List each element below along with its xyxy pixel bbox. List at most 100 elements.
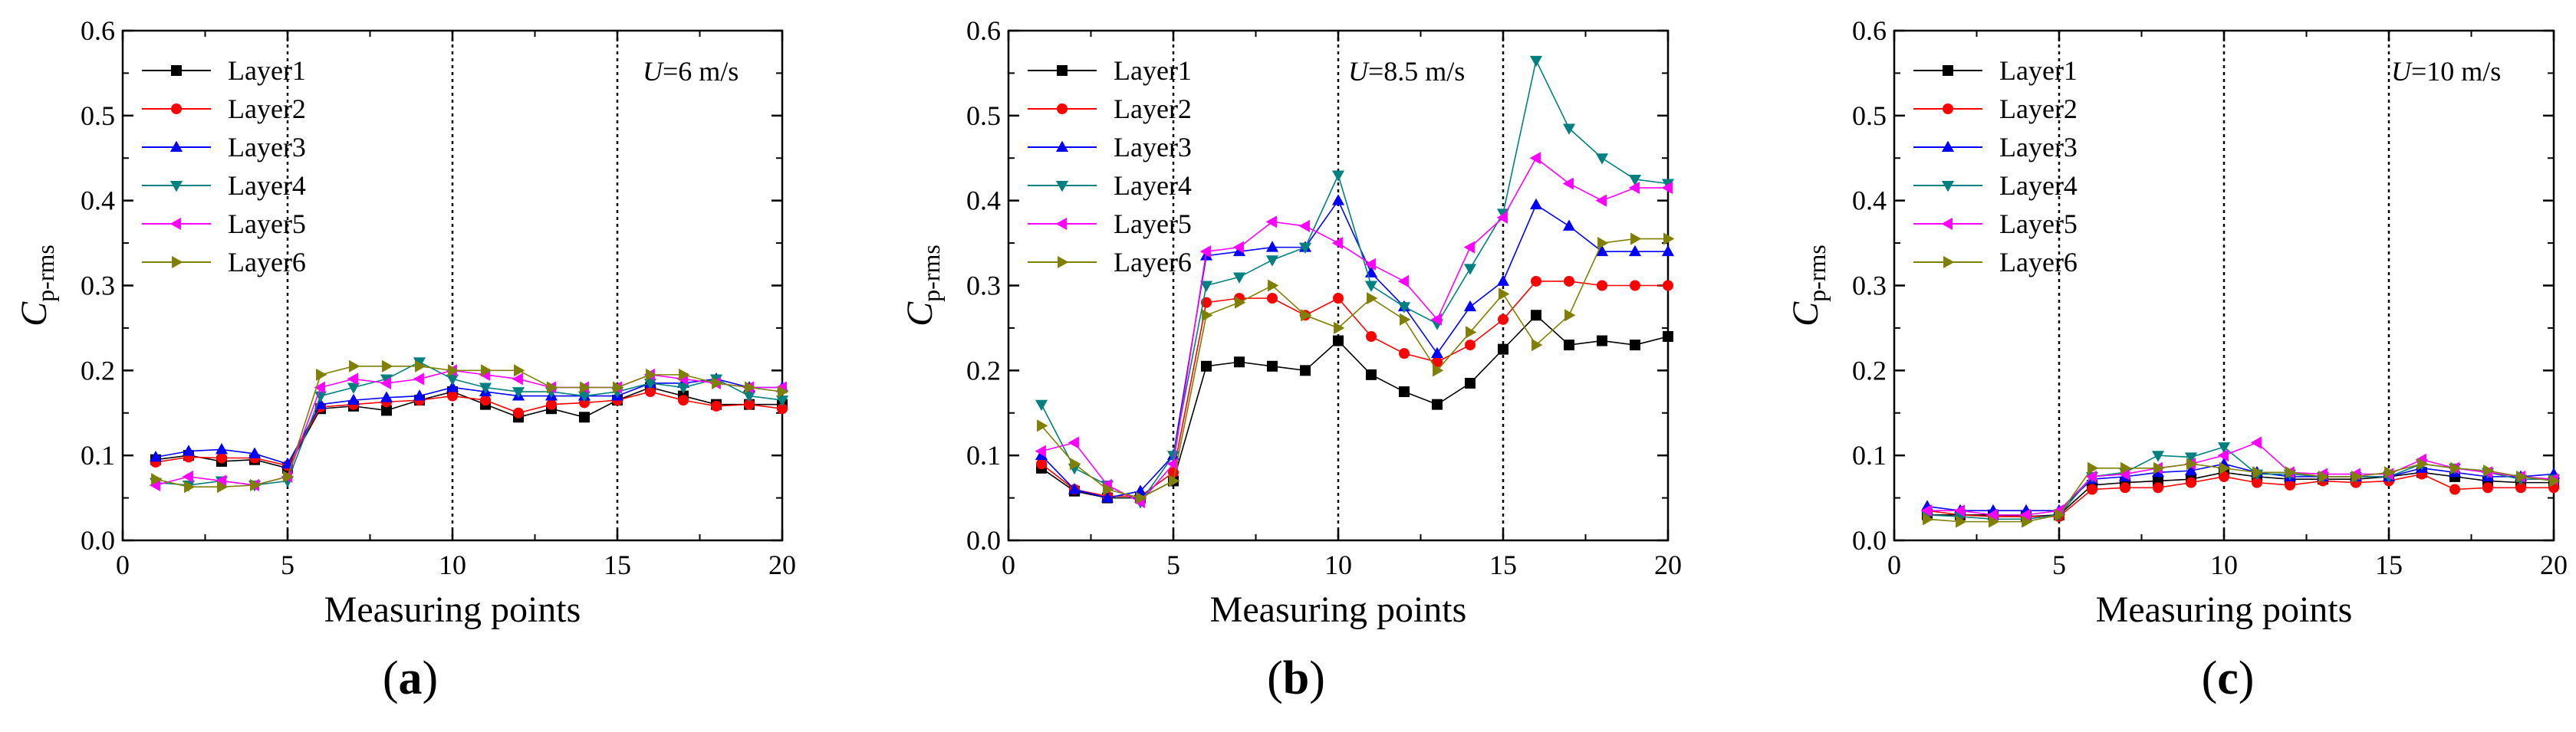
data-point [1232,241,1244,254]
data-point [1597,237,1609,250]
legend-marker [169,140,183,152]
y-axis-title: Cp-rms [14,245,59,327]
series-line [1041,238,1668,499]
data-point [1103,483,1114,496]
data-point [1529,152,1541,165]
panel-label-letter: b [1283,652,1309,704]
data-point [1920,504,1932,517]
data-point [480,395,491,406]
chart-panel-2: 0 5 10 15 20 0.0 0.1 0.2 0.3 0.4 0.5 0.6 Measuring p… [900,15,1682,630]
data-point [1465,340,1476,351]
legend-label: Layer3 [1114,132,1192,162]
data-point [1100,491,1114,503]
data-point [676,382,690,394]
y-tick-label: 0.6 [1852,15,1887,46]
data-point [2252,466,2264,479]
data-point [1399,386,1410,398]
series-layer2 [1922,468,2559,522]
data-point [1663,331,1673,342]
legend-marker [1941,140,1955,152]
x-tick-label: 5 [281,550,294,580]
data-point [1035,445,1046,458]
data-point [2217,449,2229,462]
legend-label: Layer1 [1114,55,1192,86]
data-point [1265,255,1279,267]
series-line [1926,463,2555,523]
data-point [1628,175,1642,186]
data-point [613,381,624,394]
panel-label: (a) [383,652,438,704]
legend-marker [169,217,181,231]
x-tick-label: 10 [2210,550,2238,580]
data-point [1267,360,1278,372]
data-point [1035,399,1048,412]
data-point [1465,377,1476,389]
data-point [314,381,325,394]
data-point [250,478,262,492]
data-point [1199,245,1211,258]
data-point [349,359,360,373]
wind-speed-label: U=8.5 m/s [1348,56,1465,87]
series-line [1041,157,1668,504]
data-point [1068,483,1081,494]
data-point [579,412,590,423]
legend-label: Layer6 [1999,247,2078,277]
legend-label: Layer5 [1999,208,2078,239]
y-tick-label: 0.4 [81,185,115,216]
data-point [481,364,492,377]
x-axis-title: Measuring points [1210,589,1467,630]
wind-speed-label: U=10 m/s [2391,56,2501,87]
y-tick-label: 0.5 [81,100,115,131]
data-point [182,445,196,456]
series-layer1 [1036,310,1673,504]
data-point [1595,153,1609,165]
data-point [742,391,756,402]
y-tick-label: 0.3 [966,271,1001,301]
data-point [1333,335,1344,346]
y-tick-label: 0.5 [966,100,1001,131]
legend-label: Layer2 [1114,94,1192,124]
panel-label-letter: a [399,652,423,704]
legend-marker [1941,217,1953,231]
legend-label: Layer1 [1999,55,2078,86]
data-point [1432,399,1443,410]
data-point [1663,280,1673,291]
series-line [1041,281,1668,497]
data-point [1331,194,1345,205]
wind-speed-value: =6 m/s [663,56,739,87]
legend-marker [1057,103,1068,114]
series-line [1926,446,2554,520]
data-point [2118,468,2130,481]
data-point [1663,232,1675,245]
data-point [2087,484,2097,495]
data-point [1430,346,1444,359]
y-tick-label: 0.4 [1852,185,1887,216]
series-layer1 [150,382,788,474]
x-tick-label: 20 [2540,550,2568,580]
data-point [1562,219,1576,231]
data-point [2450,461,2462,474]
y-tick-label: 0.6 [81,15,115,46]
data-point [2252,477,2262,488]
y-tick-label: 0.1 [966,440,1001,471]
data-point [514,364,525,377]
wind-speed-label: U=6 m/s [643,56,739,87]
x-tick-label: 5 [2052,550,2066,580]
data-point [1499,287,1510,300]
data-point [1463,300,1477,312]
legend-label: Layer1 [228,55,306,86]
x-tick-label: 0 [1002,550,1015,580]
legend-label: Layer5 [228,208,306,239]
y-tick-label: 0.6 [966,15,1001,46]
data-point [1498,343,1508,355]
data-point [1956,515,1967,528]
data-point [1300,365,1311,376]
y-axis-title: Cp-rms [1785,245,1831,327]
panel-label-close: ) [423,652,439,704]
data-point [2055,508,2066,521]
data-point [646,368,657,381]
data-point [1564,275,1574,287]
wind-speed-value: =10 m/s [2411,56,2501,87]
data-point [1364,281,1378,292]
data-point [1989,515,2000,528]
